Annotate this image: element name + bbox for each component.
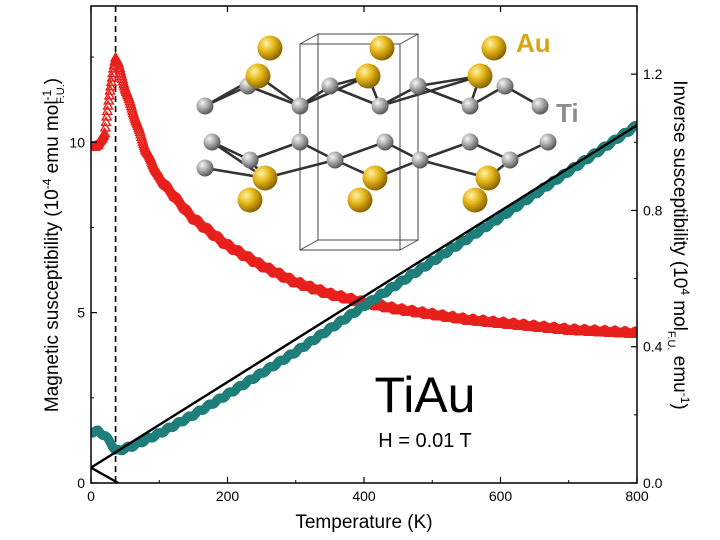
unit-cell-edge <box>399 239 419 251</box>
ti-atom <box>411 151 429 169</box>
series-inverse-susceptibility <box>91 120 637 456</box>
x-tick-label: 600 <box>489 488 513 504</box>
atom-bond <box>379 74 481 108</box>
au-atom <box>245 63 271 89</box>
atom-label-ti: Ti <box>556 98 579 128</box>
atom-bond <box>419 140 471 162</box>
au-atom <box>237 187 263 213</box>
y-left-tick-label: 5 <box>77 305 85 321</box>
unit-cell-edge <box>299 239 319 251</box>
y-right-tick-label: 1.2 <box>643 66 663 82</box>
data-point <box>103 89 116 100</box>
data-point <box>103 94 115 105</box>
y-right-tick-label: 0.0 <box>643 475 663 491</box>
ti-atom <box>291 97 309 115</box>
ti-atom <box>461 97 479 115</box>
unit-cell-edge <box>299 33 319 45</box>
material-label: TiAu <box>375 367 476 423</box>
x-tick-label: 800 <box>625 488 649 504</box>
curie-weiss-fit-line <box>91 124 637 469</box>
atom-bond <box>249 140 301 162</box>
atom-label-au: Au <box>516 28 551 58</box>
ti-atom <box>203 133 221 151</box>
data-point <box>102 99 114 110</box>
ti-atom <box>409 77 427 95</box>
ti-atom <box>326 151 344 169</box>
au-atom <box>257 35 283 61</box>
data-point <box>100 116 112 127</box>
y-left-tick-label: 0 <box>77 475 85 491</box>
y-left-tick-label: 10 <box>69 134 85 150</box>
au-atom <box>355 63 381 89</box>
crystal-structure-inset <box>196 33 557 251</box>
au-atom <box>362 165 388 191</box>
ti-atom <box>461 133 479 151</box>
ti-atom <box>291 133 309 151</box>
y-right-tick-label: 0.4 <box>643 339 663 355</box>
unit-cell-edge <box>399 33 419 45</box>
au-atom <box>252 165 278 191</box>
au-atom <box>475 165 501 191</box>
atom-bond <box>334 140 386 162</box>
ti-atom <box>376 133 394 151</box>
data-point <box>101 110 113 121</box>
ti-atom <box>321 77 339 95</box>
ti-atom <box>371 97 389 115</box>
data-point <box>631 326 637 337</box>
atom-bond <box>247 84 301 108</box>
au-atom <box>347 187 373 213</box>
y-axis-left-title: Magnetic susceptibility (10-4 emu mol-1F… <box>40 78 67 412</box>
au-atom <box>462 187 488 213</box>
au-atom <box>481 35 507 61</box>
ti-atom <box>496 77 514 95</box>
ti-atom <box>539 133 557 151</box>
x-tick-label: 0 <box>87 488 95 504</box>
x-tick-label: 200 <box>216 488 240 504</box>
ti-atom <box>241 151 259 169</box>
low-temperature-fit-line <box>91 466 119 483</box>
field-label: H = 0.01 T <box>378 430 472 452</box>
data-point <box>101 105 114 116</box>
y-axis-right-title: Inverse susceptibility (104 molF.U. emu-… <box>665 80 692 409</box>
ti-atom <box>196 97 214 115</box>
au-atom <box>369 35 395 61</box>
x-tick-label: 400 <box>352 488 376 504</box>
data-point <box>99 121 112 132</box>
x-axis-title: Temperature (K) <box>295 512 432 533</box>
data-point <box>98 126 111 138</box>
ti-atom <box>196 159 214 177</box>
ti-atom <box>531 97 549 115</box>
y-right-tick-label: 0.8 <box>643 202 663 218</box>
series-susceptibility <box>91 51 637 338</box>
atom-bond <box>417 84 471 108</box>
au-atom <box>467 63 493 89</box>
ti-atom <box>501 151 519 169</box>
